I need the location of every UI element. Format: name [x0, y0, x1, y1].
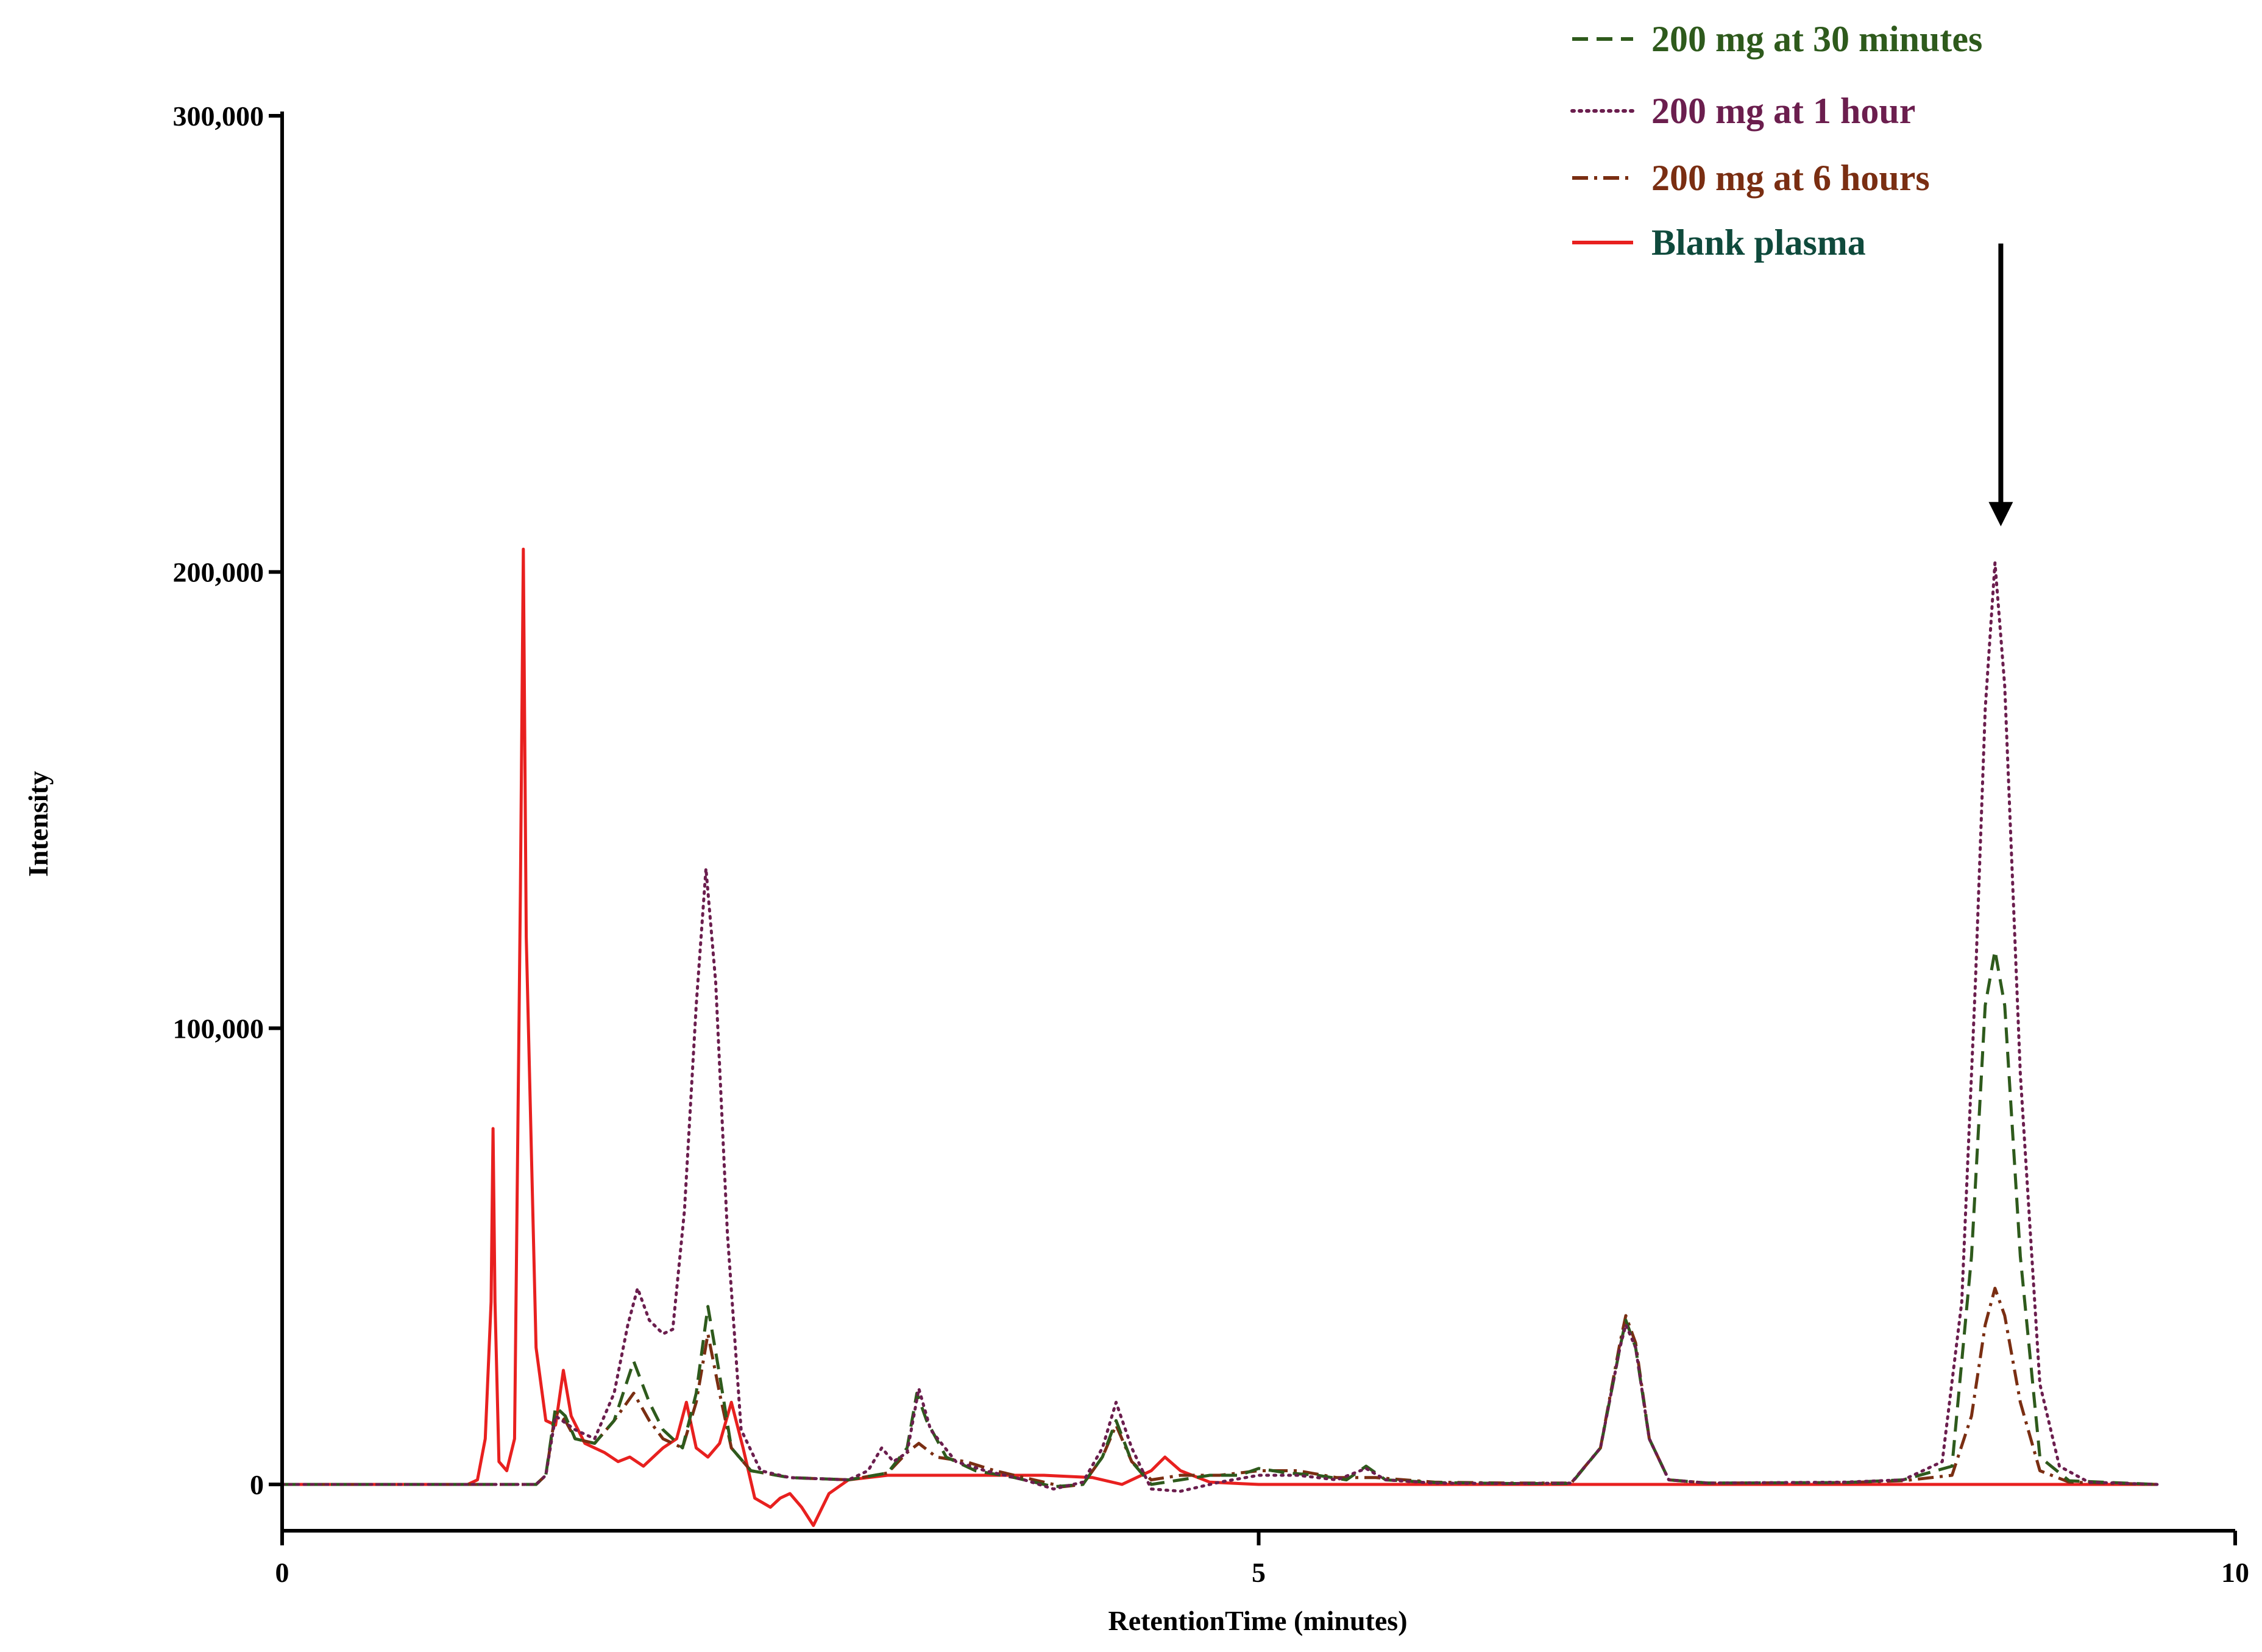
series-line-0 [282, 949, 2157, 1489]
tick-layer: 0 100,000 200,000 300,000 0 5 10 [173, 101, 2250, 1588]
y-axis-title: Intensity [23, 771, 54, 877]
annotation-layer [1988, 243, 2013, 526]
legend: 200 mg at 30 minutes 200 mg at 1 hour 20… [1570, 19, 1982, 263]
legend-label-6hours: 200 mg at 6 hours [1651, 158, 1930, 198]
series-line-2 [282, 1286, 2157, 1489]
series-layer [280, 547, 2159, 1527]
x-axis-title: RetentionTime (minutes) [1108, 1605, 1407, 1636]
series-line-1 [280, 561, 2159, 1493]
y-tick-label: 200,000 [173, 557, 264, 588]
legend-entry-30min: 200 mg at 30 minutes [1572, 19, 1982, 59]
legend-label-30min: 200 mg at 30 minutes [1651, 19, 1982, 59]
series-line-3 [282, 547, 2157, 1527]
legend-label-blank: Blank plasma [1651, 222, 1866, 263]
y-tick-label: 300,000 [173, 101, 264, 132]
annotation-arrow-head [1988, 502, 2013, 526]
legend-label-1hour: 200 mg at 1 hour [1651, 91, 1915, 131]
legend-entry-6hours: 200 mg at 6 hours [1572, 158, 1930, 198]
x-tick-label: 0 [275, 1557, 289, 1588]
x-tick-label: 10 [2221, 1557, 2249, 1588]
legend-entry-1hour: 200 mg at 1 hour [1570, 91, 1915, 131]
legend-entry-blank: Blank plasma [1572, 222, 1866, 263]
y-tick-label: 100,000 [173, 1013, 264, 1044]
x-tick-label: 5 [1252, 1557, 1266, 1588]
y-tick-label: 0 [250, 1469, 264, 1500]
